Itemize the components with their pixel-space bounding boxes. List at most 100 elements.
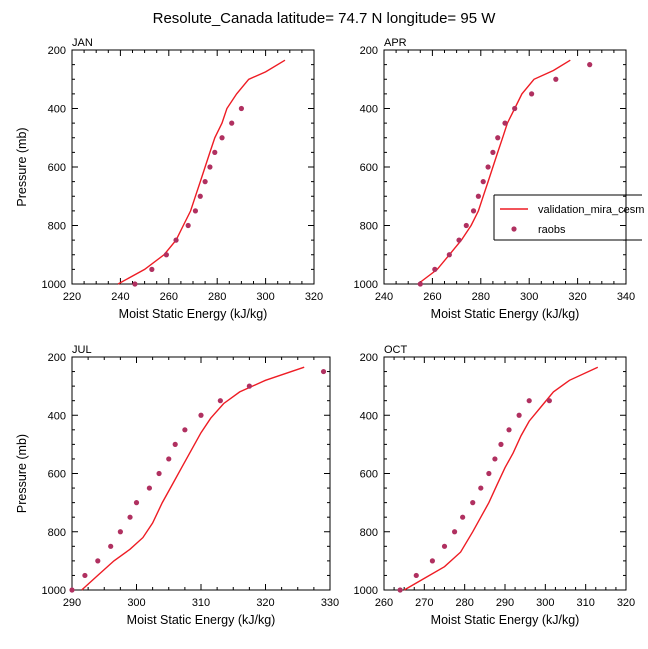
x-tick-label: 310	[576, 597, 594, 609]
chart-panels: JAN 220 240 260 280 300 320 200 400 600 800 1000 Moi…	[15, 37, 635, 627]
y-tick-label: 200	[360, 45, 378, 57]
chart-panel-apr: APR 240 260 280 300 320 340 200 400 600 800 1000 Moi…	[354, 37, 636, 321]
chart-panel-oct: OCT 260 270 280 290 300 310 320 200 400 600 800 1000…	[354, 344, 636, 627]
raobs-marker	[512, 105, 518, 112]
x-tick-label: 300	[520, 291, 538, 303]
x-tick-label: 240	[375, 291, 393, 303]
plot-frame	[71, 49, 315, 285]
raobs-marker	[197, 193, 203, 199]
raobs-marker	[478, 485, 484, 491]
raobs-marker	[108, 543, 114, 549]
raobs-marker	[192, 208, 199, 214]
raobs-marker	[492, 456, 498, 462]
raobs-marker	[546, 398, 552, 404]
raobs-marker	[413, 572, 419, 579]
x-tick-label: 300	[536, 597, 554, 609]
x-tick-label: 320	[305, 291, 323, 303]
x-tick-label: 300	[127, 597, 145, 609]
y-tick-label: 600	[48, 469, 66, 481]
raobs-marker	[498, 441, 504, 447]
raobs-marker	[460, 514, 466, 520]
raobs-marker	[475, 193, 481, 199]
y-tick-label: 800	[360, 527, 378, 539]
raobs-marker	[173, 237, 179, 243]
raobs-marker	[506, 427, 512, 433]
y-tick-label: 200	[48, 352, 66, 364]
raobs-marker	[490, 149, 496, 155]
x-axis-label: Moist Static Energy (kJ/kg)	[127, 613, 276, 627]
y-tick-label: 1000	[42, 279, 66, 291]
x-tick-label: 260	[160, 291, 178, 303]
x-tick-label: 290	[63, 597, 81, 609]
raobs-marker	[516, 412, 522, 418]
raobs-marker	[238, 105, 244, 112]
raobs-marker	[470, 208, 477, 214]
x-tick-label: 320	[256, 597, 274, 609]
y-tick-label: 200	[360, 352, 378, 364]
panel-title: JAN	[72, 37, 93, 49]
raobs-marker	[95, 558, 101, 564]
y-tick-label: 600	[360, 162, 378, 174]
raobs-marker	[69, 587, 75, 593]
x-tick-label: 310	[192, 597, 210, 609]
series-line-validation-mira-cesm	[81, 366, 305, 591]
raobs-marker	[127, 514, 133, 520]
x-tick-label: 260	[375, 597, 393, 609]
raobs-marker	[480, 179, 486, 185]
x-axis-label: Moist Static Energy (kJ/kg)	[119, 307, 268, 321]
x-tick-label: 280	[455, 597, 473, 609]
raobs-marker	[217, 398, 223, 404]
series-line-validation-mira-cesm	[403, 366, 599, 591]
raobs-marker	[172, 441, 178, 447]
raobs-marker	[149, 266, 155, 272]
x-tick-label: 270	[415, 597, 433, 609]
x-tick-label: 280	[472, 291, 490, 303]
raobs-marker	[202, 179, 208, 185]
raobs-marker	[82, 572, 88, 579]
chart-panel-jul: JUL 290 300 310 320 330 200 400 600 800 1000 Moist …	[15, 344, 339, 627]
x-tick-label: 300	[256, 291, 274, 303]
y-tick-label: 200	[48, 45, 66, 57]
raobs-marker	[456, 237, 462, 243]
raobs-marker	[470, 500, 476, 506]
legend-marker-swatch	[511, 226, 517, 232]
y-tick-label: 1000	[42, 585, 66, 597]
y-tick-label: 1000	[354, 585, 378, 597]
raobs-marker	[587, 62, 593, 68]
raobs-marker	[219, 135, 225, 141]
raobs-marker	[207, 164, 213, 170]
raobs-marker	[451, 529, 458, 535]
raobs-marker	[432, 266, 438, 272]
chart-panel-jan: JAN 220 240 260 280 300 320 200 400 600 800 1000 Moi…	[15, 37, 323, 321]
raobs-marker	[212, 149, 218, 155]
panel-title: APR	[384, 37, 407, 49]
raobs-marker	[246, 383, 252, 389]
raobs-marker	[441, 543, 448, 549]
raobs-marker	[229, 120, 235, 126]
raobs-marker	[486, 470, 492, 477]
x-tick-label: 220	[63, 291, 81, 303]
plot-marks	[69, 366, 327, 593]
x-tick-label: 320	[617, 597, 635, 609]
y-axis-label: Pressure (mb)	[15, 127, 29, 206]
panel-title: OCT	[384, 344, 408, 356]
raobs-marker	[417, 281, 423, 287]
raobs-marker	[182, 427, 188, 433]
raobs-marker	[146, 485, 152, 491]
x-axis-label: Moist Static Energy (kJ/kg)	[431, 613, 580, 627]
raobs-marker	[163, 252, 169, 258]
raobs-marker	[166, 456, 172, 462]
raobs-marker	[156, 470, 162, 477]
y-tick-label: 800	[48, 527, 66, 539]
raobs-marker	[320, 368, 327, 375]
y-tick-label: 800	[48, 221, 66, 233]
series-line-validation-mira-cesm	[117, 59, 286, 285]
plot-marks	[417, 59, 593, 287]
figure-title: Resolute_Canada latitude= 74.7 N longitu…	[153, 10, 497, 27]
x-tick-label: 330	[321, 597, 339, 609]
raobs-marker	[553, 76, 559, 82]
raobs-marker	[429, 558, 435, 564]
x-tick-label: 240	[111, 291, 129, 303]
